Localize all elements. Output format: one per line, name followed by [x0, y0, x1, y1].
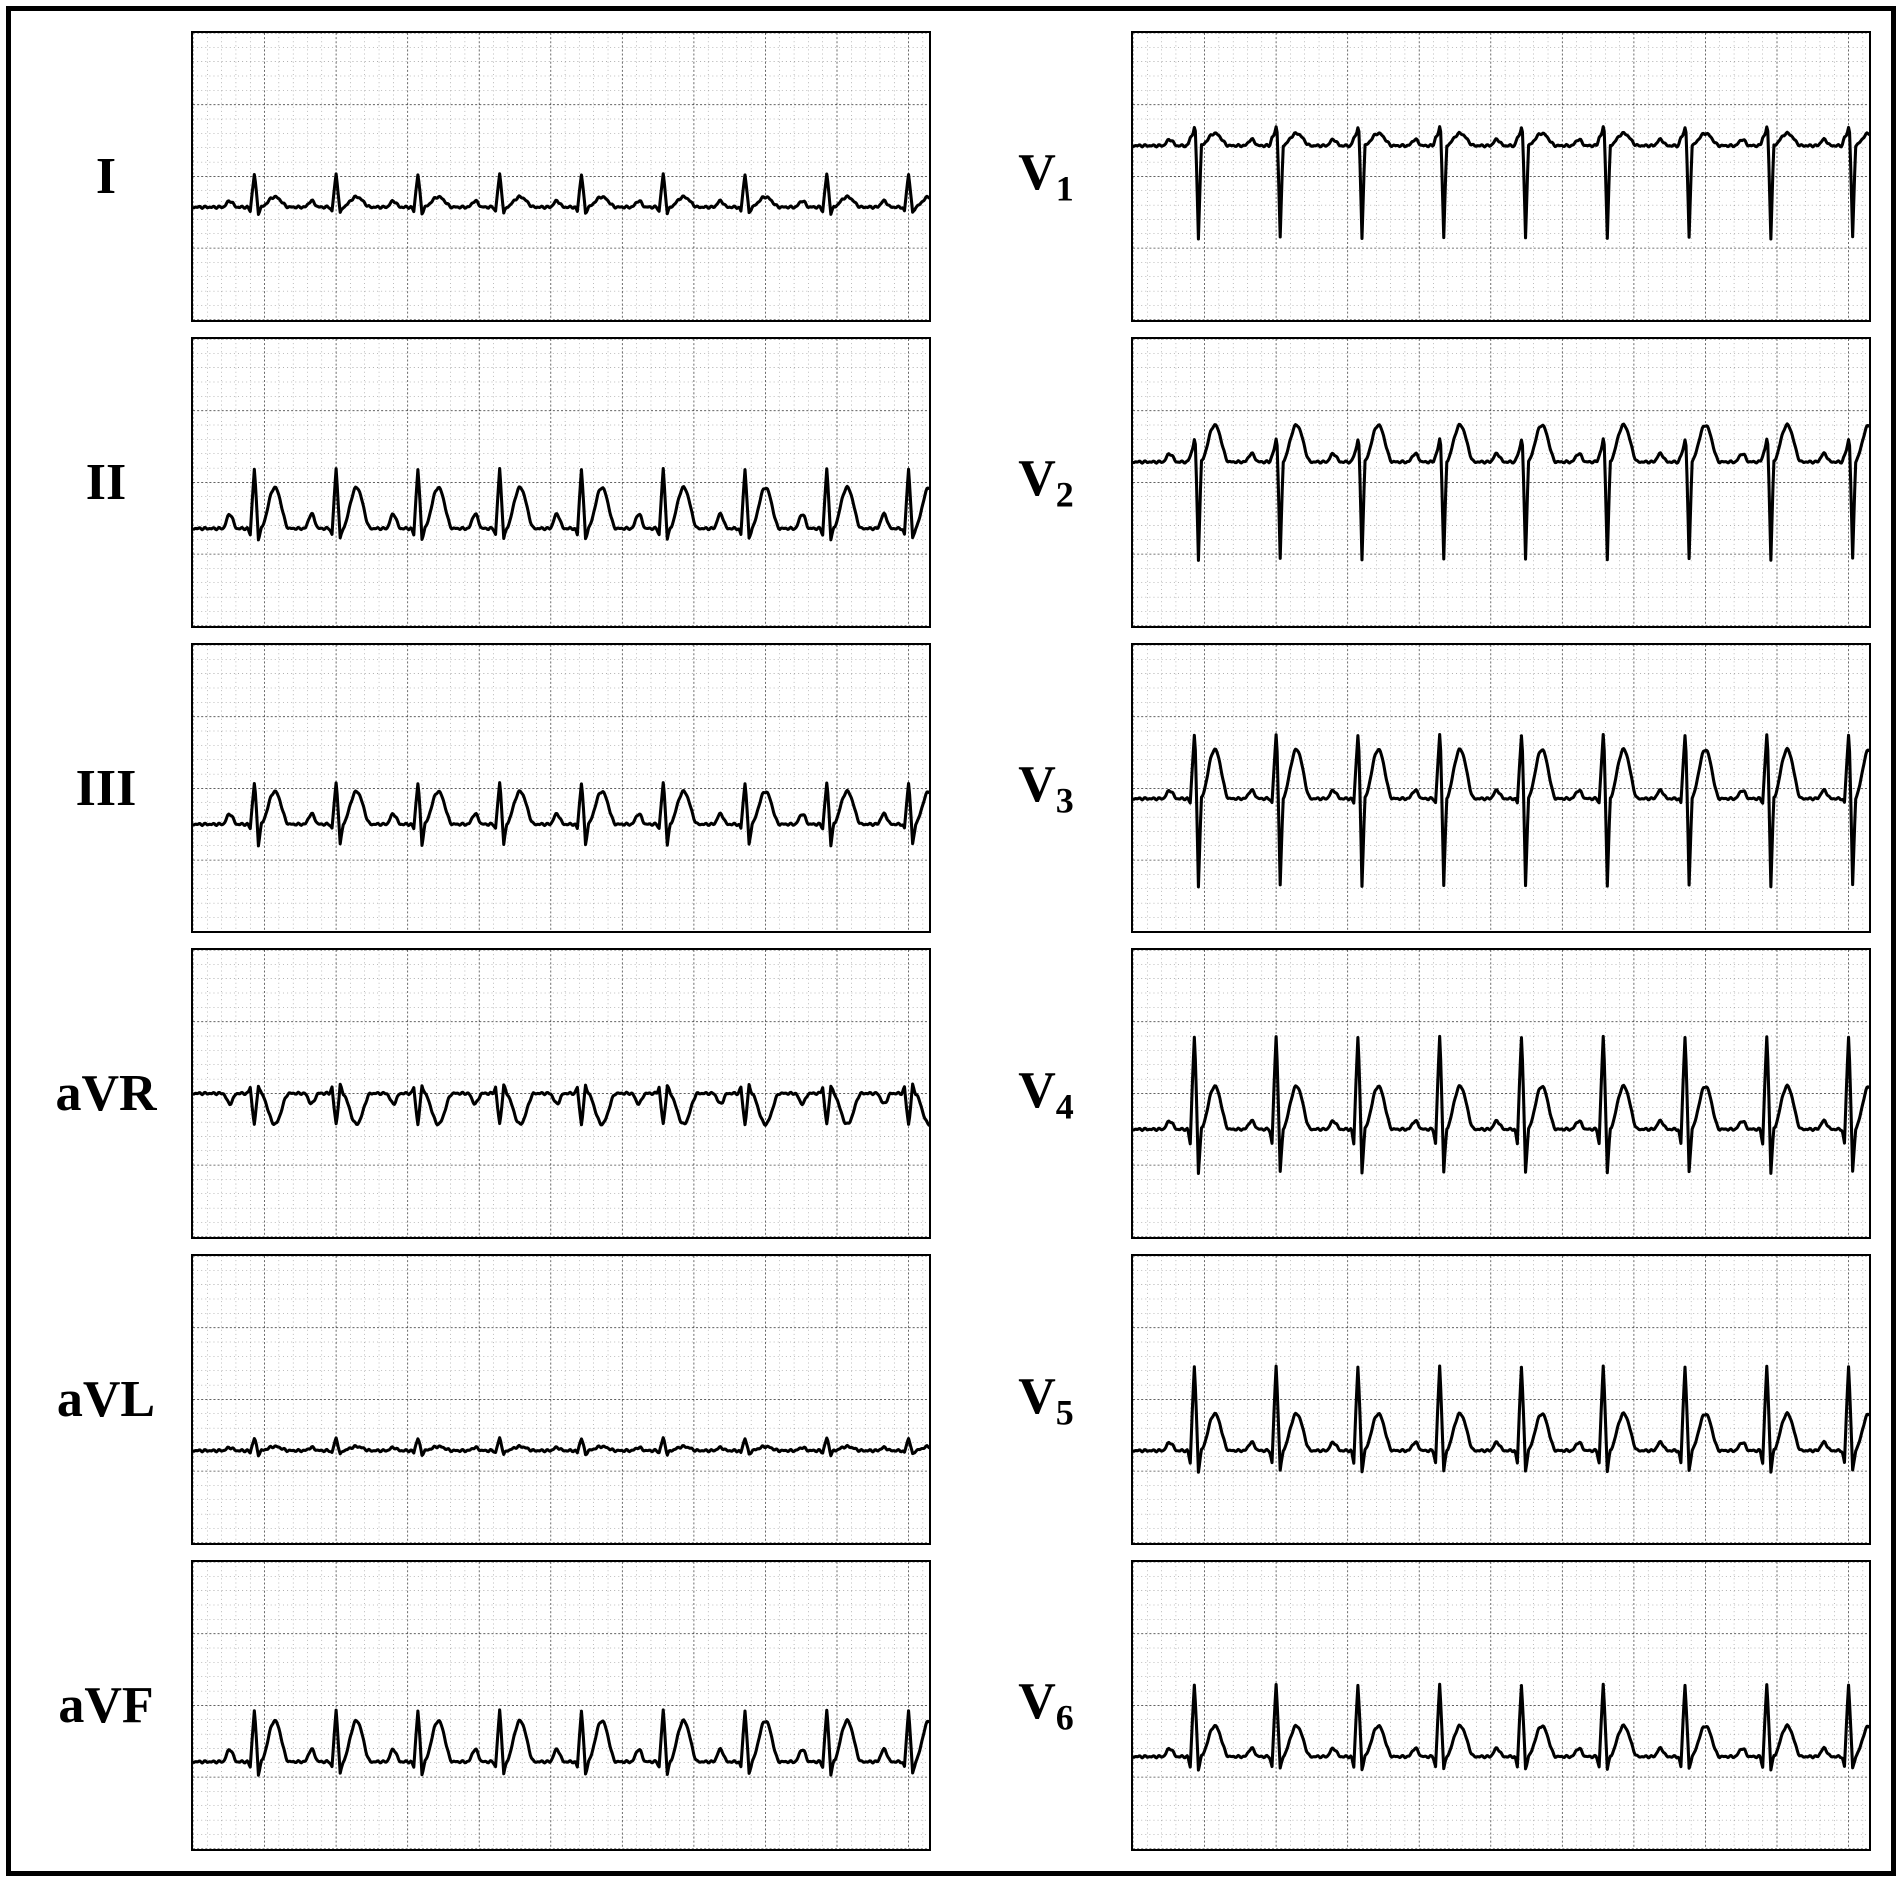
ecg-strip-V5 — [1131, 1254, 1871, 1545]
ecg-strip-V2 — [1131, 337, 1871, 628]
lead-row-V3: V3 — [961, 643, 1871, 934]
lead-row-II: II — [21, 337, 931, 628]
lead-row-V1: V1 — [961, 31, 1871, 322]
lead-row-III: III — [21, 643, 931, 934]
ecg-strip-III — [191, 643, 931, 934]
lead-label-V5: V5 — [961, 1367, 1131, 1433]
lead-row-V2: V2 — [961, 337, 1871, 628]
ecg-strip-V4 — [1131, 948, 1871, 1239]
ecg-strip-V3 — [1131, 643, 1871, 934]
ecg-strip-V1 — [1131, 31, 1871, 322]
lead-row-aVR: aVR — [21, 948, 931, 1239]
ecg-strip-aVF — [191, 1560, 931, 1851]
ecg-column-limb: I II III aVR aVL aVF — [21, 31, 931, 1851]
ecg-strip-aVR — [191, 948, 931, 1239]
lead-label-aVR: aVR — [21, 1064, 191, 1123]
lead-row-aVL: aVL — [21, 1254, 931, 1545]
lead-label-II: II — [21, 453, 191, 512]
lead-row-V5: V5 — [961, 1254, 1871, 1545]
lead-label-I: I — [21, 147, 191, 206]
lead-label-V3: V3 — [961, 755, 1131, 821]
ecg-strip-V6 — [1131, 1560, 1871, 1851]
lead-row-aVF: aVF — [21, 1560, 931, 1851]
lead-label-V4: V4 — [961, 1061, 1131, 1127]
lead-label-aVF: aVF — [21, 1676, 191, 1735]
lead-label-V2: V2 — [961, 449, 1131, 515]
lead-row-I: I — [21, 31, 931, 322]
ecg-column-precordial: V1 V2 V3 V4 V5 V6 — [961, 31, 1871, 1851]
ecg-frame: I II III aVR aVL aVF V1 V2 V3 V4 V5 — [6, 6, 1896, 1876]
ecg-strip-II — [191, 337, 931, 628]
ecg-strip-I — [191, 31, 931, 322]
lead-label-aVL: aVL — [21, 1370, 191, 1429]
lead-label-V1: V1 — [961, 143, 1131, 209]
ecg-strip-aVL — [191, 1254, 931, 1545]
lead-row-V4: V4 — [961, 948, 1871, 1239]
lead-row-V6: V6 — [961, 1560, 1871, 1851]
lead-label-III: III — [21, 759, 191, 818]
lead-label-V6: V6 — [961, 1672, 1131, 1738]
